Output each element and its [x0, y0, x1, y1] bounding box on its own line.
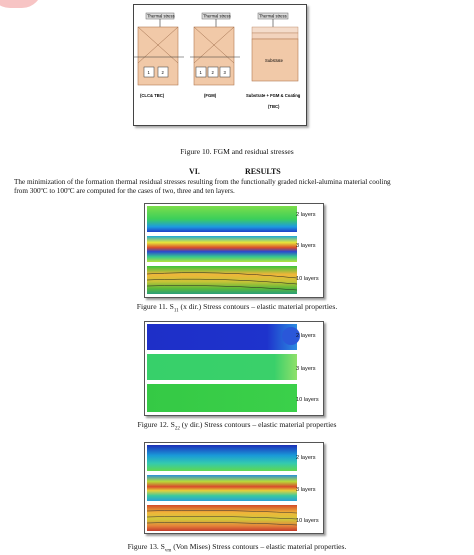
figure-11-caption: Figure 11. S11 (x dir.) Stress contours …: [0, 302, 474, 314]
fig12-label-3-layers: 3 layers: [296, 366, 316, 372]
fig11-label-10-layers: 10 layers: [296, 276, 319, 282]
section-title: RESULTS: [245, 167, 281, 176]
fig11-caption-pre: Figure 11. S: [136, 302, 174, 311]
fig13-caption-sub: vm: [164, 548, 172, 554]
fgm-label: (FGM): [204, 93, 217, 98]
marker-4: 2: [212, 70, 215, 75]
thermal-stress-label-1: Thermal stress: [147, 14, 175, 19]
fig11-caption-sub: 11: [173, 308, 179, 314]
coating-label: Substrate + FGM & Coating: [246, 93, 301, 98]
tbc-label: (TBC): [268, 104, 280, 109]
fig13-caption-post: (Von Mises) Stress contours – elastic ma…: [171, 542, 347, 551]
fig12-label-10-layers: 10 layers: [296, 397, 319, 403]
fig13-label-10-layers: 10 layers: [296, 518, 319, 524]
figure-12-contours: [147, 324, 300, 412]
fig13-label-3-layers: 3 layers: [296, 487, 316, 493]
marker-5: 3: [224, 70, 227, 75]
fig12-caption-post: (y dir.) Stress contours – elastic mater…: [179, 420, 337, 429]
thermal-stress-label-3: Thermal stress: [259, 14, 287, 19]
marker-3: 1: [200, 70, 203, 75]
figure-10-box: Thermal stress 1 2 Thermal stress 1 2 3 …: [133, 4, 307, 126]
figure-12-box: [144, 321, 324, 416]
fig13-label-2-layers: 2 layers: [296, 455, 316, 461]
figure-13-contours: [146, 445, 298, 531]
figure-10-diagram: Thermal stress 1 2 Thermal stress 1 2 3 …: [134, 12, 301, 109]
figure-11-box: [144, 203, 324, 298]
fig12-caption-sub: 22: [174, 426, 180, 432]
marker-2: 2: [162, 70, 165, 75]
substrate-label: Substrate: [265, 58, 284, 63]
thermal-stress-label-2: Thermal stress: [203, 14, 231, 19]
paragraph-line-1: The minimization of the formation therma…: [14, 178, 391, 186]
results-paragraph: The minimization of the formation therma…: [14, 178, 464, 197]
figure-13-caption: Figure 13. Svm (Von Mises) Stress contou…: [0, 542, 474, 554]
figure-10-caption: Figure 10. FGM and residual stresses: [180, 147, 294, 156]
fig12-label-2-layers: 2 layers: [296, 333, 316, 339]
fig13-caption-pre: Figure 13. S: [127, 542, 165, 551]
fig12-caption-pre: Figure 12. S: [137, 420, 175, 429]
publisher-logo: [0, 0, 42, 8]
figure-11-contours: [146, 206, 298, 294]
clc-tbc-label: (CLC& TBC): [140, 93, 165, 98]
fig11-label-2-layers: 2 layers: [296, 212, 316, 218]
section-number: VI.: [189, 167, 200, 176]
fig11-caption-post: (x dir.) Stress contours – elastic mater…: [178, 302, 338, 311]
fig11-label-3-layers: 3 layers: [296, 243, 316, 249]
figure-13-box: [144, 442, 324, 534]
figure-12-caption: Figure 12. S22 (y dir.) Stress contours …: [0, 420, 474, 432]
marker-1: 1: [148, 70, 151, 75]
paragraph-line-2: from 300ºC to 100ºC are computed for the…: [14, 187, 235, 196]
